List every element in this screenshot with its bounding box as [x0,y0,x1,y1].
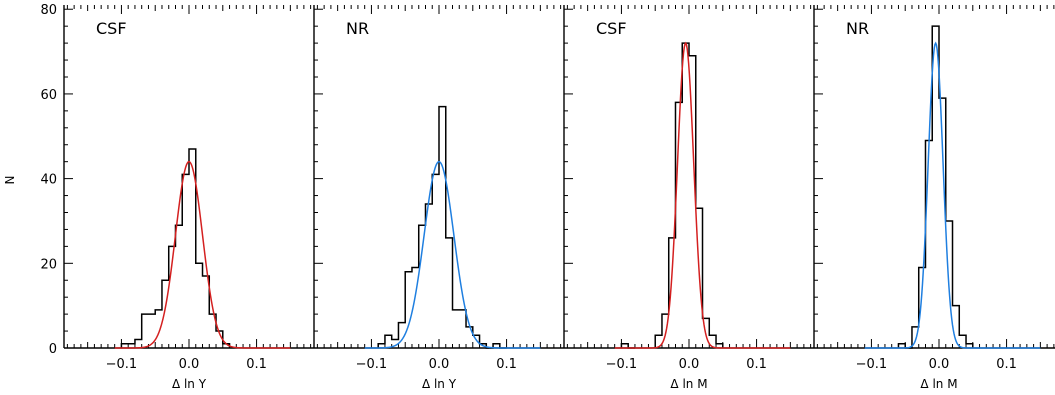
x-tick-label: 0.1 [496,357,517,372]
x-tick-label: 0.0 [929,357,950,372]
x-tick-label: 0.0 [679,357,700,372]
y-axis-label: N [3,176,17,185]
x-tick-label: 0.0 [429,357,450,372]
x-tick-label: −0.1 [856,357,888,372]
panel-3: −0.1 0.0 0.1 Δ ln M CSF [563,5,814,391]
y-tick-label: 80 [40,3,57,18]
panel-2: −0.1 0.0 0.1 Δ ln Y NR [313,5,564,391]
y-tick-label: 20 [40,257,57,272]
gaussian-fit-curve [864,41,1041,349]
x-tick-label: 0.1 [746,357,767,372]
panel-1: −0.1 0.0 0.1 0 20 40 60 80 Δ ln Y CSF [40,3,314,391]
x-axis-label: Δ ln M [670,377,707,391]
panel-label: CSF [96,19,127,38]
x-tick-label: 0.1 [246,357,267,372]
x-tick-label: −0.1 [106,357,138,372]
x-axis-label: Δ ln Y [172,377,207,391]
panels-group: −0.1 0.0 0.1 0 20 40 60 80 Δ ln Y CSF −0.1 0.0 0.1 Δ … [40,3,1055,391]
panel-label: NR [846,19,869,38]
panel-4: −0.1 0.0 0.1 Δ ln M NR [813,5,1055,391]
x-tick-label: −0.1 [356,357,388,372]
y-tick-label: 40 [40,173,57,188]
gaussian-fit-curve [614,41,791,349]
y-tick-label: 60 [40,88,57,103]
histogram-bars [120,148,231,348]
gaussian-fit-curve [364,160,541,349]
panel-label: NR [346,19,369,38]
x-tick-label: −0.1 [606,357,638,372]
y-tick-label: 0 [49,342,57,357]
histogram-bars [897,25,974,349]
x-axis-label: Δ ln Y [422,377,457,391]
histogram-bars [620,42,724,349]
panel-label: CSF [596,19,627,38]
gaussian-fit-curve [114,160,291,349]
histogram-bars [377,105,507,349]
x-tick-label: 0.1 [996,357,1017,372]
x-tick-label: 0.0 [179,357,200,372]
x-axis-label: Δ ln M [920,377,957,391]
